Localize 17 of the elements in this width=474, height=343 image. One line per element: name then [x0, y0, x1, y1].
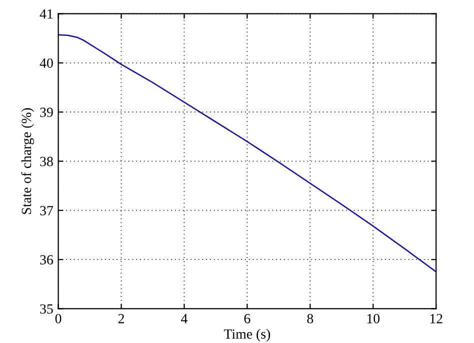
y-tick-label: 39	[40, 108, 53, 117]
x-axis-title: Time (s)	[224, 328, 270, 342]
y-tick-label: 40	[40, 58, 53, 68]
y-axis-title: State of charge (%)	[21, 108, 34, 214]
x-tick-label: 0	[55, 314, 62, 324]
x-tick-label: 8	[307, 314, 314, 324]
y-tick-label: 37	[40, 206, 54, 216]
y-tick-label: 41	[40, 9, 53, 19]
x-tick-label: 10	[367, 314, 380, 324]
x-tick-label: 4	[181, 314, 188, 324]
line-series	[58, 34, 436, 273]
x-tick-label: 12	[430, 314, 442, 324]
y-tick-label: 35	[40, 304, 53, 314]
y-tick-label: 36	[40, 255, 54, 264]
y-tick-label: 38	[40, 156, 53, 166]
x-tick-label: 6	[244, 314, 250, 324]
x-tick-label: 2	[118, 314, 124, 324]
